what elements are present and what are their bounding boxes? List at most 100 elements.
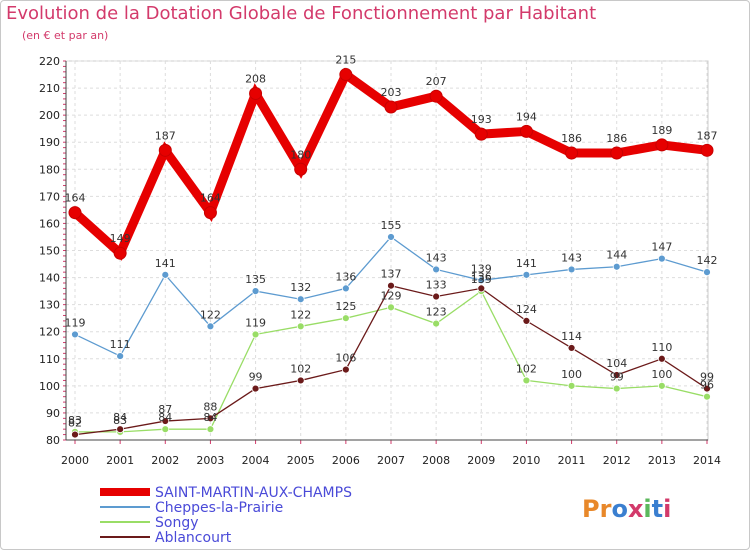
data-point bbox=[339, 68, 353, 82]
data-label: 129 bbox=[381, 289, 402, 302]
data-label: 119 bbox=[245, 316, 266, 329]
data-label: 187 bbox=[697, 129, 718, 142]
x-tick-label: 2011 bbox=[558, 454, 586, 467]
data-point bbox=[612, 262, 621, 271]
data-label: 132 bbox=[290, 281, 311, 294]
x-tick-label: 2001 bbox=[106, 454, 134, 467]
data-point bbox=[384, 100, 398, 114]
data-point bbox=[657, 354, 666, 363]
y-tick-label: 90 bbox=[46, 407, 60, 420]
data-label: 139 bbox=[471, 262, 492, 275]
data-point bbox=[429, 89, 443, 103]
data-label: 99 bbox=[249, 371, 263, 384]
data-point bbox=[116, 352, 125, 360]
data-label: 189 bbox=[651, 124, 672, 137]
data-point bbox=[565, 146, 579, 160]
data-point bbox=[700, 143, 714, 157]
data-point bbox=[251, 384, 260, 393]
data-label: 123 bbox=[426, 306, 447, 319]
y-tick-label: 180 bbox=[39, 163, 60, 176]
data-label: 193 bbox=[471, 113, 492, 126]
data-point bbox=[161, 425, 170, 434]
x-tick-label: 2014 bbox=[693, 454, 721, 467]
data-point bbox=[71, 430, 79, 439]
y-tick-label: 160 bbox=[39, 217, 60, 230]
data-label: 136 bbox=[335, 270, 356, 283]
y-tick-label: 150 bbox=[39, 245, 60, 258]
data-label: 100 bbox=[561, 368, 582, 381]
data-label: 110 bbox=[651, 341, 672, 354]
data-point bbox=[206, 425, 215, 434]
data-point bbox=[294, 162, 308, 176]
data-label: 142 bbox=[697, 254, 718, 267]
data-label: 164 bbox=[200, 192, 221, 205]
data-label: 88 bbox=[203, 400, 217, 413]
data-point bbox=[387, 281, 395, 290]
data-label: 99 bbox=[610, 371, 624, 384]
data-label: 135 bbox=[245, 273, 266, 286]
data-label: 180 bbox=[290, 148, 311, 161]
data-point bbox=[68, 206, 82, 220]
data-label: 119 bbox=[65, 316, 86, 329]
data-label: 99 bbox=[700, 371, 714, 384]
data-label: 100 bbox=[651, 368, 672, 381]
y-tick-label: 100 bbox=[39, 380, 60, 393]
y-tick-label: 190 bbox=[39, 136, 60, 149]
x-tick-label: 2010 bbox=[512, 454, 540, 467]
data-point bbox=[161, 270, 170, 279]
data-point bbox=[113, 246, 127, 260]
data-point bbox=[206, 414, 215, 423]
y-tick-label: 110 bbox=[39, 353, 60, 366]
data-point bbox=[341, 314, 350, 323]
data-label: 102 bbox=[290, 362, 311, 375]
data-point bbox=[703, 268, 711, 277]
data-point bbox=[522, 376, 531, 385]
x-tick-label: 2008 bbox=[422, 454, 450, 467]
x-tick-label: 2006 bbox=[332, 454, 360, 467]
data-point bbox=[158, 143, 172, 157]
legend-label: Songy bbox=[155, 515, 199, 531]
data-point bbox=[341, 284, 350, 293]
data-label: 136 bbox=[471, 270, 492, 283]
data-point bbox=[610, 146, 624, 160]
data-label: 87 bbox=[158, 403, 172, 416]
data-point bbox=[474, 127, 488, 141]
data-label: 143 bbox=[561, 251, 582, 264]
data-point bbox=[296, 322, 305, 331]
data-point bbox=[387, 303, 395, 312]
data-point bbox=[432, 265, 441, 274]
x-tick-label: 2009 bbox=[467, 454, 495, 467]
data-label: 144 bbox=[606, 249, 627, 262]
data-label: 84 bbox=[158, 411, 172, 424]
y-tick-label: 200 bbox=[39, 109, 60, 122]
y-tick-label: 220 bbox=[39, 55, 60, 68]
legend-label: SAINT-MARTIN-AUX-CHAMPS bbox=[155, 485, 352, 501]
data-point bbox=[567, 344, 576, 352]
data-label: 186 bbox=[561, 132, 582, 145]
data-point bbox=[296, 376, 305, 385]
data-label: 125 bbox=[335, 300, 356, 313]
chart-subtitle: (en € et par an) bbox=[22, 29, 109, 42]
data-point bbox=[116, 425, 125, 434]
data-label: 84 bbox=[113, 411, 127, 424]
data-point bbox=[612, 384, 621, 393]
data-label: 203 bbox=[381, 86, 402, 99]
x-tick-label: 2002 bbox=[151, 454, 179, 467]
data-label: 187 bbox=[155, 129, 176, 142]
data-label: 186 bbox=[606, 132, 627, 145]
y-tick-label: 210 bbox=[39, 82, 60, 95]
data-point bbox=[206, 322, 215, 331]
data-point bbox=[251, 330, 260, 339]
data-label: 114 bbox=[561, 330, 582, 343]
data-point bbox=[161, 417, 170, 425]
data-label: 208 bbox=[245, 72, 266, 85]
data-label: 133 bbox=[426, 279, 447, 292]
data-label: 124 bbox=[516, 303, 537, 316]
legend-label: Ablancourt bbox=[155, 530, 232, 546]
x-tick-label: 2004 bbox=[242, 454, 270, 467]
data-label: 82 bbox=[68, 417, 82, 430]
x-tick-label: 2013 bbox=[648, 454, 676, 467]
svg-text:Proxiti: Proxiti bbox=[582, 495, 671, 523]
data-label: 194 bbox=[516, 110, 537, 123]
data-point bbox=[477, 284, 486, 293]
